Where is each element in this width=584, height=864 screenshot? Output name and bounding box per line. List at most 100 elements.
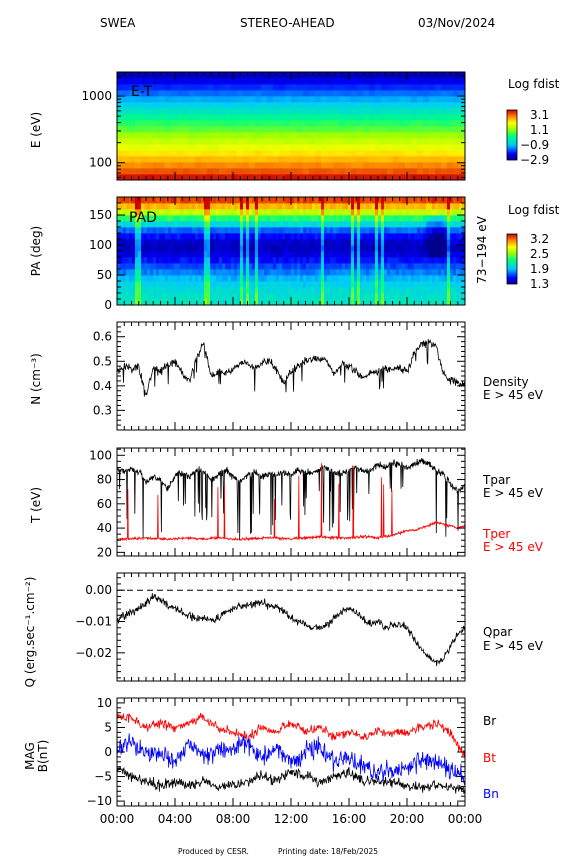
energy-spectrogram-cell [231,90,238,97]
energy-spectrogram-cell [291,150,298,157]
energy-spectrogram-cell [249,96,256,103]
pitch-angle-spectrogram-cell [390,215,394,222]
pitch-angle-spectrogram-cell [303,275,307,282]
pitch-angle-spectrogram-cell [324,239,328,246]
pitch-angle-spectrogram-cell [165,233,169,240]
pitch-angle-spectrogram-cell [192,209,196,216]
pitch-angle-spectrogram-cell [390,275,394,282]
pitch-angle-spectrogram-cell [423,233,427,240]
pitch-angle-spectrogram-cell [417,263,421,270]
pitch-angle-spectrogram-cell [150,239,154,246]
energy-spectrogram-cell [423,132,430,139]
energy-spectrogram-cell [237,120,244,127]
energy-spectrogram-cell [231,114,238,121]
energy-spectrogram-cell [441,132,448,139]
pitch-angle-spectrogram-cell [120,203,124,210]
pitch-angle-spectrogram-cell [171,269,175,276]
pitch-angle-spectrogram-cell [300,275,304,282]
energy-spectrogram-cell [405,84,412,91]
energy-spectrogram-cell [297,132,304,139]
energy-spectrogram-cell [447,120,454,127]
density-axis-label: N (cm⁻³) [29,353,43,405]
energy-spectrogram-cell [429,90,436,97]
pitch-angle-spectrogram-cell [363,203,367,210]
energy-spectrogram-cell [423,72,430,79]
energy-spectrogram-cell [363,162,370,169]
energy-spectrogram-cell [441,144,448,151]
pitch-angle-spectrogram-cell [396,287,400,294]
pitch-angle-spectrogram-cell [384,293,388,300]
pitch-angle-spectrogram-cell [162,203,166,210]
pitch-angle-spectrogram-cell [156,203,160,210]
pitch-angle-spectrogram-cell [153,263,157,270]
pitch-angle-spectrogram-cell [150,263,154,270]
energy-spectrogram-cell [381,96,388,103]
pitch-angle-spectrogram-cell [318,233,322,240]
energy-spectrogram-cell [201,96,208,103]
pitch-angle-spectrogram-cell [303,263,307,270]
energy-spectrogram-cell [177,78,184,85]
pitch-angle-spectrogram-cell [312,239,316,246]
pitch-angle-spectrogram-cell [258,269,262,276]
pitch-angle-spectrogram-cell [294,245,298,252]
pitch-angle-spectrogram-cell [336,287,340,294]
pitch-angle-spectrogram-cell [411,275,415,282]
pitch-angle-spectrogram-cell [291,245,295,252]
pitch-angle-spectrogram-cell [141,269,145,276]
pitch-angle-spectrogram-cell [225,281,229,288]
energy-spectrogram-cell [447,90,454,97]
pitch-angle-spectrogram-cell [339,233,343,240]
energy-spectrogram-cell [135,156,142,163]
pitch-angle-spectrogram-cell [396,257,400,264]
pitch-angle-spectrogram-cell [144,221,148,228]
pitch-angle-spectrogram-cell [459,251,463,258]
pitch-angle-spectrogram-cell [348,287,352,294]
pitch-angle-spectrogram-cell [447,209,451,216]
pitch-angle-spectrogram-cell [135,239,139,246]
pitch-angle-spectrogram-cell [360,233,364,240]
pitch-angle-spectrogram-cell [246,227,250,234]
energy-spectrogram-cell [147,102,154,109]
pitch-angle-spectrogram-cell [333,269,337,276]
energy-spectrogram-cell [435,78,442,85]
energy-spectrogram-cell [417,144,424,151]
energy-spectrogram-cell [411,150,418,157]
pitch-angle-spectrogram-cell [162,263,166,270]
pitch-angle-spectrogram-cell [378,245,382,252]
pitch-angle-spectrogram-cell [375,299,379,306]
pitch-angle-colorbar-title: Log fdist [508,203,560,217]
pitch-angle-spectrogram-cell [279,221,283,228]
pitch-angle-spectrogram-cell [222,251,226,258]
energy-spectrogram-cell [393,138,400,145]
energy-spectrogram-cell [405,138,412,145]
pitch-angle-spectrogram-cell [240,293,244,300]
heat-flux-panel-frame [116,572,466,682]
pitch-angle-spectrogram-cell [129,239,133,246]
energy-spectrogram-cell [213,114,220,121]
pitch-angle-spectrogram-cell [117,221,121,228]
pitch-angle-spectrogram-cell [387,251,391,258]
pitch-angle-spectrogram-cell [303,257,307,264]
pitch-angle-spectrogram-cell [402,275,406,282]
pitch-angle-spectrogram-cell [300,293,304,300]
pitch-angle-spectrogram-cell [177,293,181,300]
energy-spectrogram-cell [447,78,454,85]
energy-spectrogram-cell [183,174,190,181]
pitch-angle-spectrogram-cell [375,239,379,246]
energy-spectrogram-cell [369,126,376,133]
pitch-angle-spectrogram-cell [393,299,397,306]
pitch-angle-spectrogram-cell [282,215,286,222]
pitch-angle-spectrogram-cell [156,275,160,282]
energy-spectrogram-cell [165,90,172,97]
magnetic-field-y-tick-label: 5 [104,720,112,734]
energy-spectrogram-cell [363,120,370,127]
energy-spectrogram-cell [303,138,310,145]
pitch-angle-spectrogram-cell [336,227,340,234]
pitch-angle-spectrogram-cell [138,221,142,228]
pitch-angle-spectrogram-cell [192,269,196,276]
energy-spectrogram-cell [237,126,244,133]
energy-spectrogram-cell [315,102,322,109]
pitch-angle-spectrogram-cell [123,239,127,246]
pitch-angle-spectrogram-cell [195,209,199,216]
pitch-angle-spectrogram-cell [282,281,286,288]
